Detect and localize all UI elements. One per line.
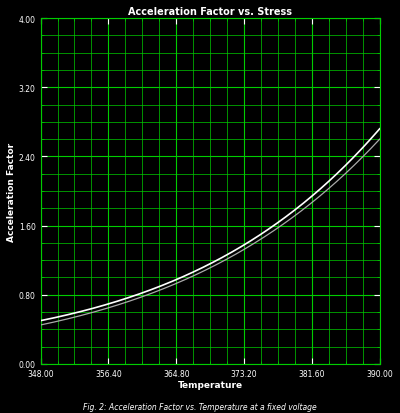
Y-axis label: Acceleration Factor: Acceleration Factor: [7, 142, 16, 241]
Text: Fig. 2: Acceleration Factor vs. Temperature at a fixed voltage: Fig. 2: Acceleration Factor vs. Temperat…: [83, 402, 317, 411]
X-axis label: Temperature: Temperature: [178, 380, 243, 389]
Title: Acceleration Factor vs. Stress: Acceleration Factor vs. Stress: [128, 7, 292, 17]
